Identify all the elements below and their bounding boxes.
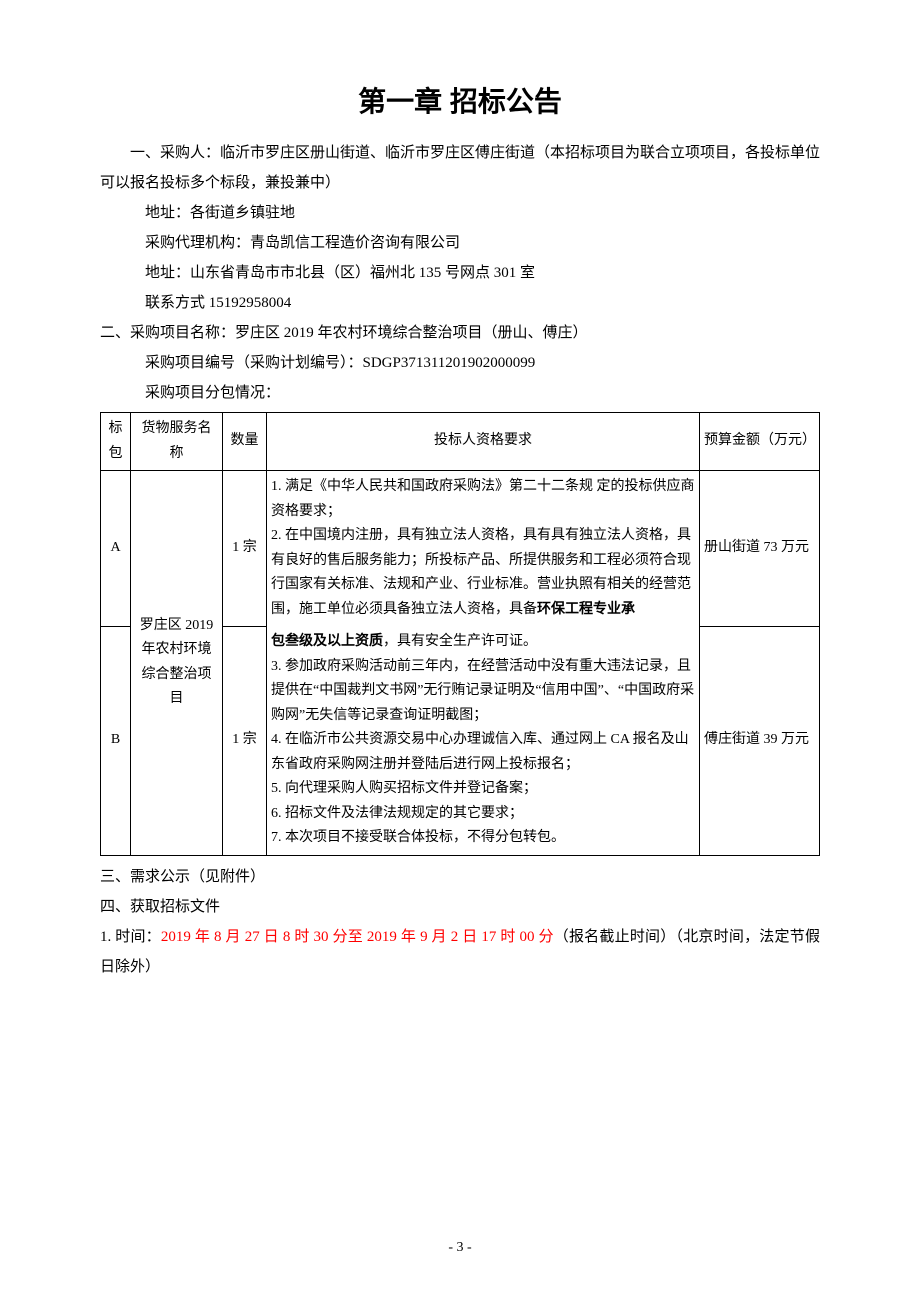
table-header-row: 标包 货物服务名称 数量 投标人资格要求 预算金额（万元）	[101, 413, 820, 471]
cell-budget-b: 傅庄街道 39 万元	[700, 626, 820, 855]
section1-purchaser: 一、采购人：临沂市罗庄区册山街道、临沂市罗庄区傅庄街道（本招标项目为联合立项项目…	[100, 138, 820, 198]
cell-qty-a: 1 宗	[223, 471, 267, 627]
purchaser-address: 地址：各街道乡镇驻地	[100, 198, 820, 228]
th-package: 标包	[101, 413, 131, 471]
th-qty: 数量	[223, 413, 267, 471]
section3: 三、需求公示（见附件）	[100, 862, 820, 892]
req-text-1: 1. 满足《中华人民共和国政府采购法》第二十二条规 定的投标供应商资格要求； 2…	[271, 479, 695, 617]
req-bold-top: 环保工程专业承	[537, 602, 635, 617]
section4: 四、获取招标文件	[100, 892, 820, 922]
page-number: - 3 -	[0, 1240, 920, 1256]
contact: 联系方式 15192958004	[100, 288, 820, 318]
th-name: 货物服务名称	[131, 413, 223, 471]
cell-pkg-a: A	[101, 471, 131, 627]
section4-time: 1. 时间：2019 年 8 月 27 日 8 时 30 分至 2019 年 9…	[100, 922, 820, 982]
section2-project-name: 二、采购项目名称：罗庄区 2019 年农村环境综合整治项目（册山、傅庄）	[100, 318, 820, 348]
agency-address: 地址：山东省青岛市市北县（区）福州北 135 号网点 301 室	[100, 258, 820, 288]
sec4-time-prefix: 1. 时间：	[100, 929, 161, 945]
package-table: 标包 货物服务名称 数量 投标人资格要求 预算金额（万元） A 罗庄区 2019…	[100, 412, 820, 856]
cell-service-name: 罗庄区 2019年农村环境综合整治项目	[131, 471, 223, 856]
cell-qty-b: 1 宗	[223, 626, 267, 855]
th-req: 投标人资格要求	[267, 413, 700, 471]
cell-pkg-b: B	[101, 626, 131, 855]
cell-req-bottom: 包叁级及以上资质，具有安全生产许可证。 3. 参加政府采购活动前三年内，在经营活…	[267, 626, 700, 855]
project-code: 采购项目编号（采购计划编号）：SDGP371311201902000099	[100, 348, 820, 378]
package-label: 采购项目分包情况：	[100, 378, 820, 408]
cell-budget-a: 册山街道 73 万元	[700, 471, 820, 627]
req-bold-bottom: 包叁级及以上资质	[271, 634, 383, 649]
sec4-time-range: 2019 年 8 月 27 日 8 时 30 分至 2019 年 9 月 2 日…	[161, 929, 554, 945]
agency-name: 采购代理机构：青岛凯信工程造价咨询有限公司	[100, 228, 820, 258]
cell-req-top: 1. 满足《中华人民共和国政府采购法》第二十二条规 定的投标供应商资格要求； 2…	[267, 471, 700, 627]
req-text-2: ，具有安全生产许可证。 3. 参加政府采购活动前三年内，在经营活动中没有重大违法…	[271, 634, 694, 845]
table-row: A 罗庄区 2019年农村环境综合整治项目 1 宗 1. 满足《中华人民共和国政…	[101, 471, 820, 627]
chapter-title: 第一章 招标公告	[100, 80, 820, 120]
th-budget: 预算金额（万元）	[700, 413, 820, 471]
